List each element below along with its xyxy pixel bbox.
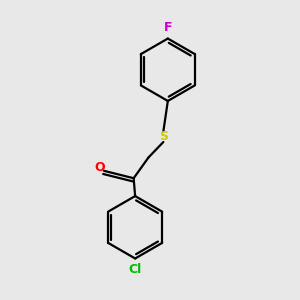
Text: S: S bbox=[159, 130, 168, 143]
Text: Cl: Cl bbox=[128, 263, 142, 276]
Text: F: F bbox=[164, 21, 172, 34]
Text: O: O bbox=[94, 161, 105, 174]
